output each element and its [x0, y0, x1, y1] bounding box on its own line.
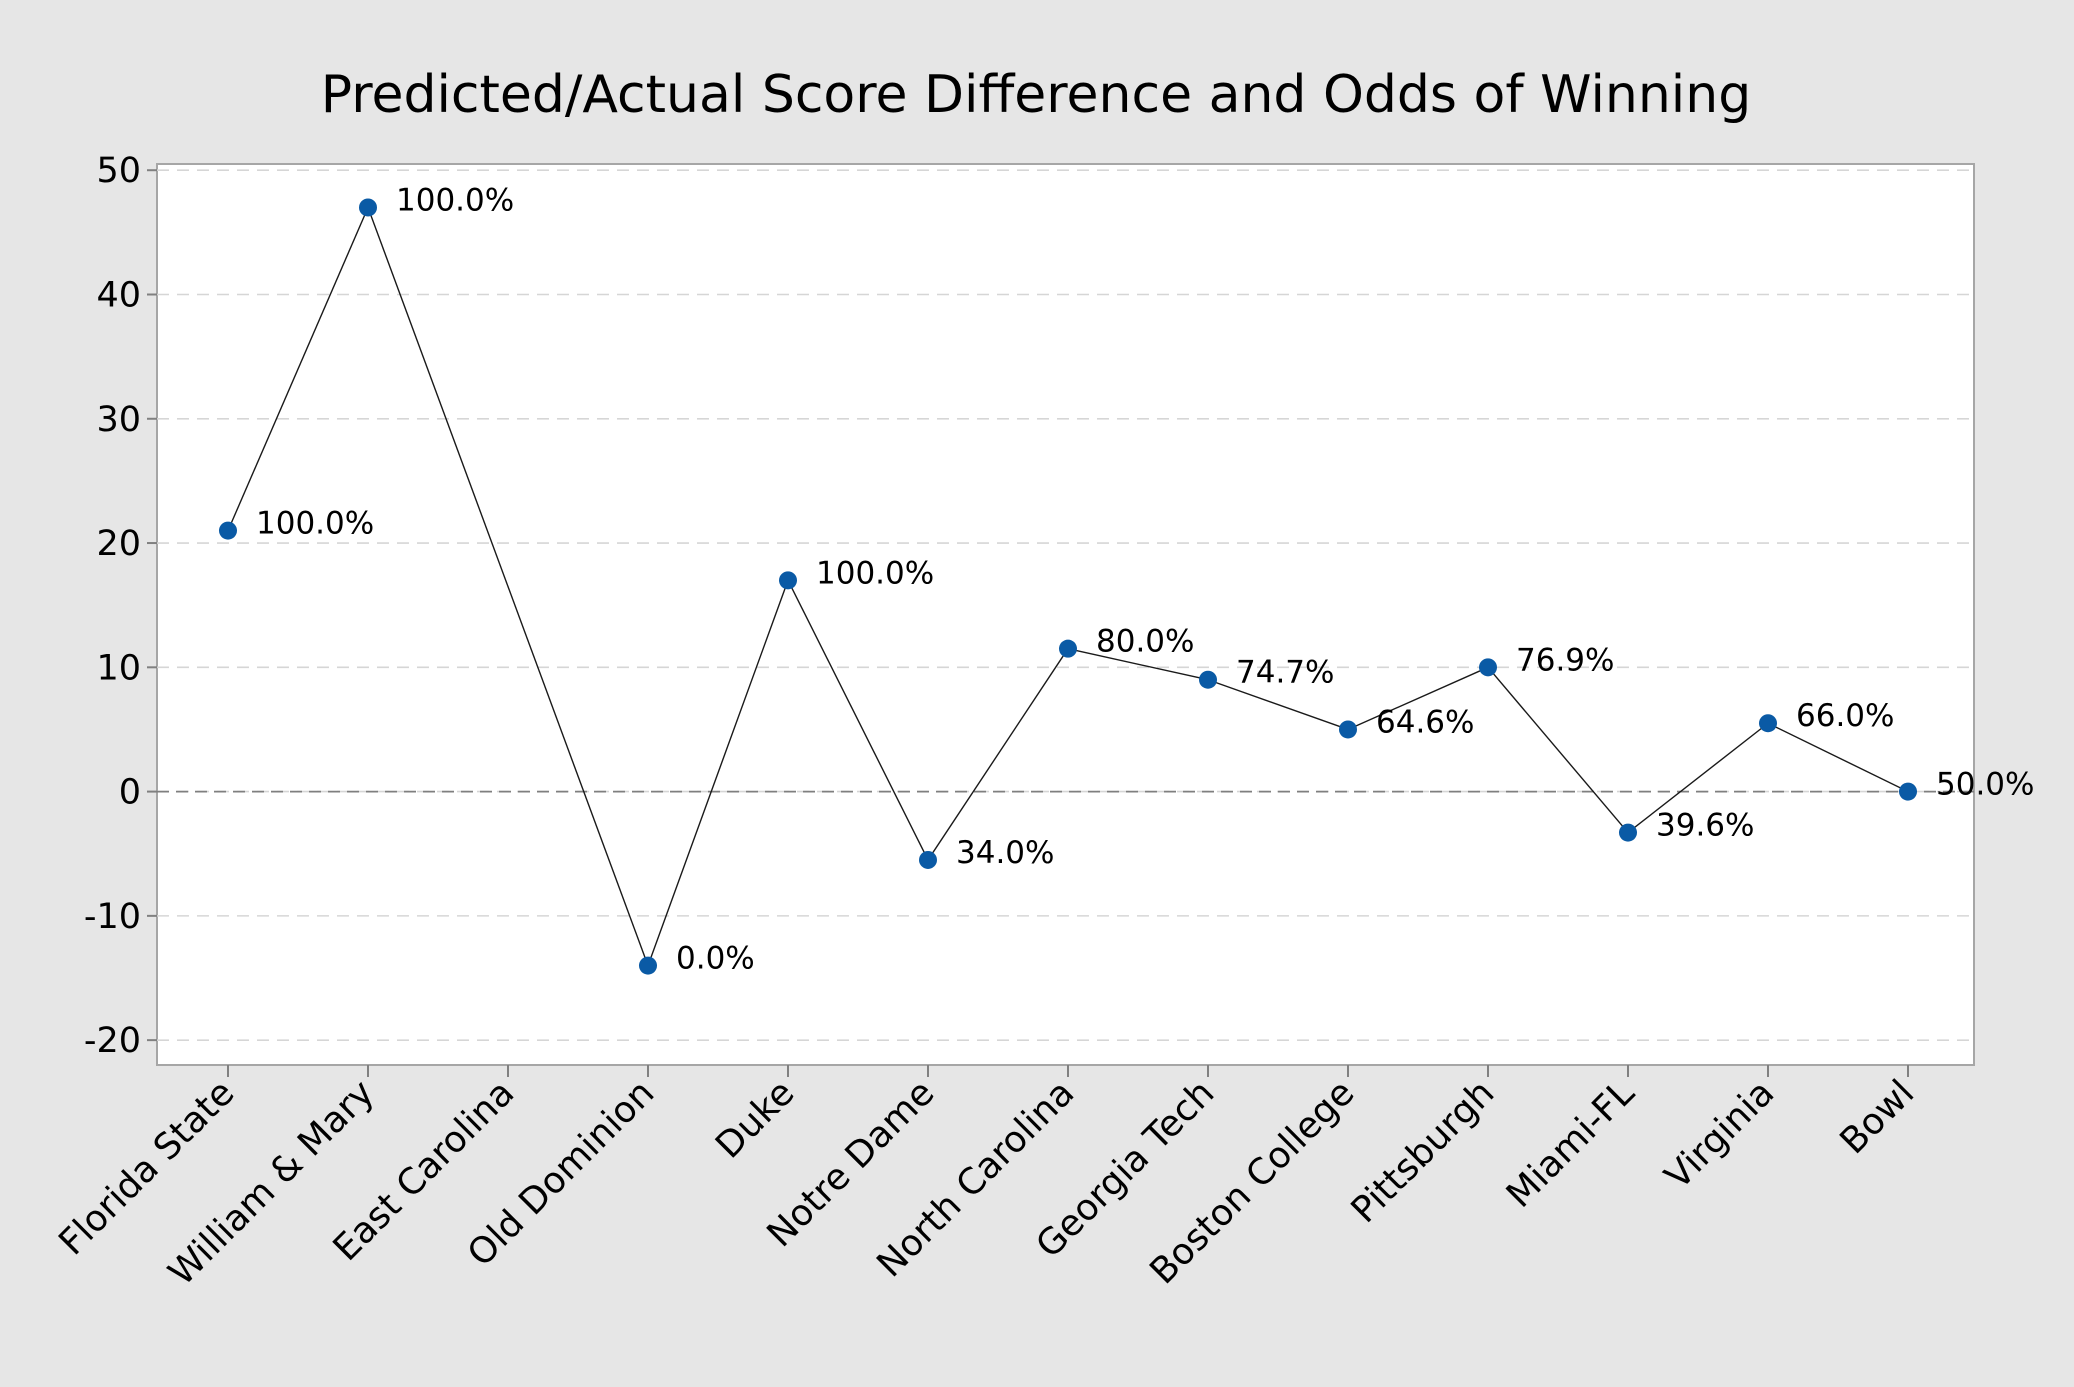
series-layer: [219, 198, 1917, 975]
xtick-label: Pittsburgh: [1344, 1072, 1503, 1231]
series-line-segment: [227, 207, 369, 531]
chart-title: Predicted/Actual Score Difference and Od…: [321, 65, 1751, 125]
data-point: [1199, 670, 1217, 689]
series-line-segment: [1347, 666, 1489, 731]
label-layer: 100.0% 100.0% 0.0% 100.0% 34.0% 80.0% 74.7% 64.…: [256, 182, 2034, 976]
series-line-segment: [647, 580, 789, 966]
data-label: 64.6%: [1376, 704, 1474, 740]
data-point: [919, 850, 937, 869]
ytick-label: 0: [119, 773, 141, 813]
data-label: 76.9%: [1516, 642, 1614, 678]
data-point: [219, 521, 237, 540]
data-label: 66.0%: [1796, 698, 1894, 734]
data-point: [1059, 639, 1077, 658]
xtick-label: Miami-FL: [1499, 1072, 1643, 1216]
data-label: 50.0%: [1936, 767, 2034, 803]
series-line-segment: [1627, 722, 1769, 834]
xtick-label: Duke: [708, 1072, 802, 1166]
data-label: 100.0%: [396, 182, 514, 218]
series-line-segment: [1207, 679, 1349, 731]
series-line-segment: [1767, 722, 1909, 793]
data-point: [1759, 714, 1777, 733]
data-label: 74.7%: [1236, 655, 1334, 691]
ytick-label: 30: [96, 400, 141, 440]
series-line-segment: [1487, 666, 1629, 834]
data-point: [1479, 658, 1497, 677]
data-point: [1619, 823, 1637, 842]
data-point: [639, 956, 657, 975]
data-label: 80.0%: [1096, 624, 1194, 660]
data-label: 0.0%: [676, 941, 755, 977]
data-point: [359, 198, 377, 217]
series-line-segment: [787, 580, 929, 861]
ytick-label: 50: [96, 151, 141, 191]
data-point: [1899, 782, 1917, 801]
xtick-label: Bowl: [1832, 1072, 1922, 1162]
data-label: 100.0%: [816, 555, 934, 591]
data-point: [779, 571, 797, 590]
series-line-segment: [1067, 647, 1209, 681]
xtick-label: Virginia: [1657, 1072, 1782, 1197]
ytick-label: 10: [96, 648, 141, 688]
series-line-segment: [367, 207, 649, 966]
grid-layer: [157, 169, 1974, 1041]
data-label: 100.0%: [256, 506, 374, 542]
data-label: 34.0%: [956, 835, 1054, 871]
ytick-label: -20: [84, 1021, 141, 1061]
ytick-label: 20: [96, 524, 141, 564]
data-point: [1339, 720, 1357, 739]
ytick-label: -10: [84, 897, 141, 937]
series-line-segment: [927, 648, 1069, 861]
ytick-label: 40: [96, 275, 141, 315]
data-label: 39.6%: [1656, 808, 1754, 844]
plot-area: [156, 163, 1975, 1066]
